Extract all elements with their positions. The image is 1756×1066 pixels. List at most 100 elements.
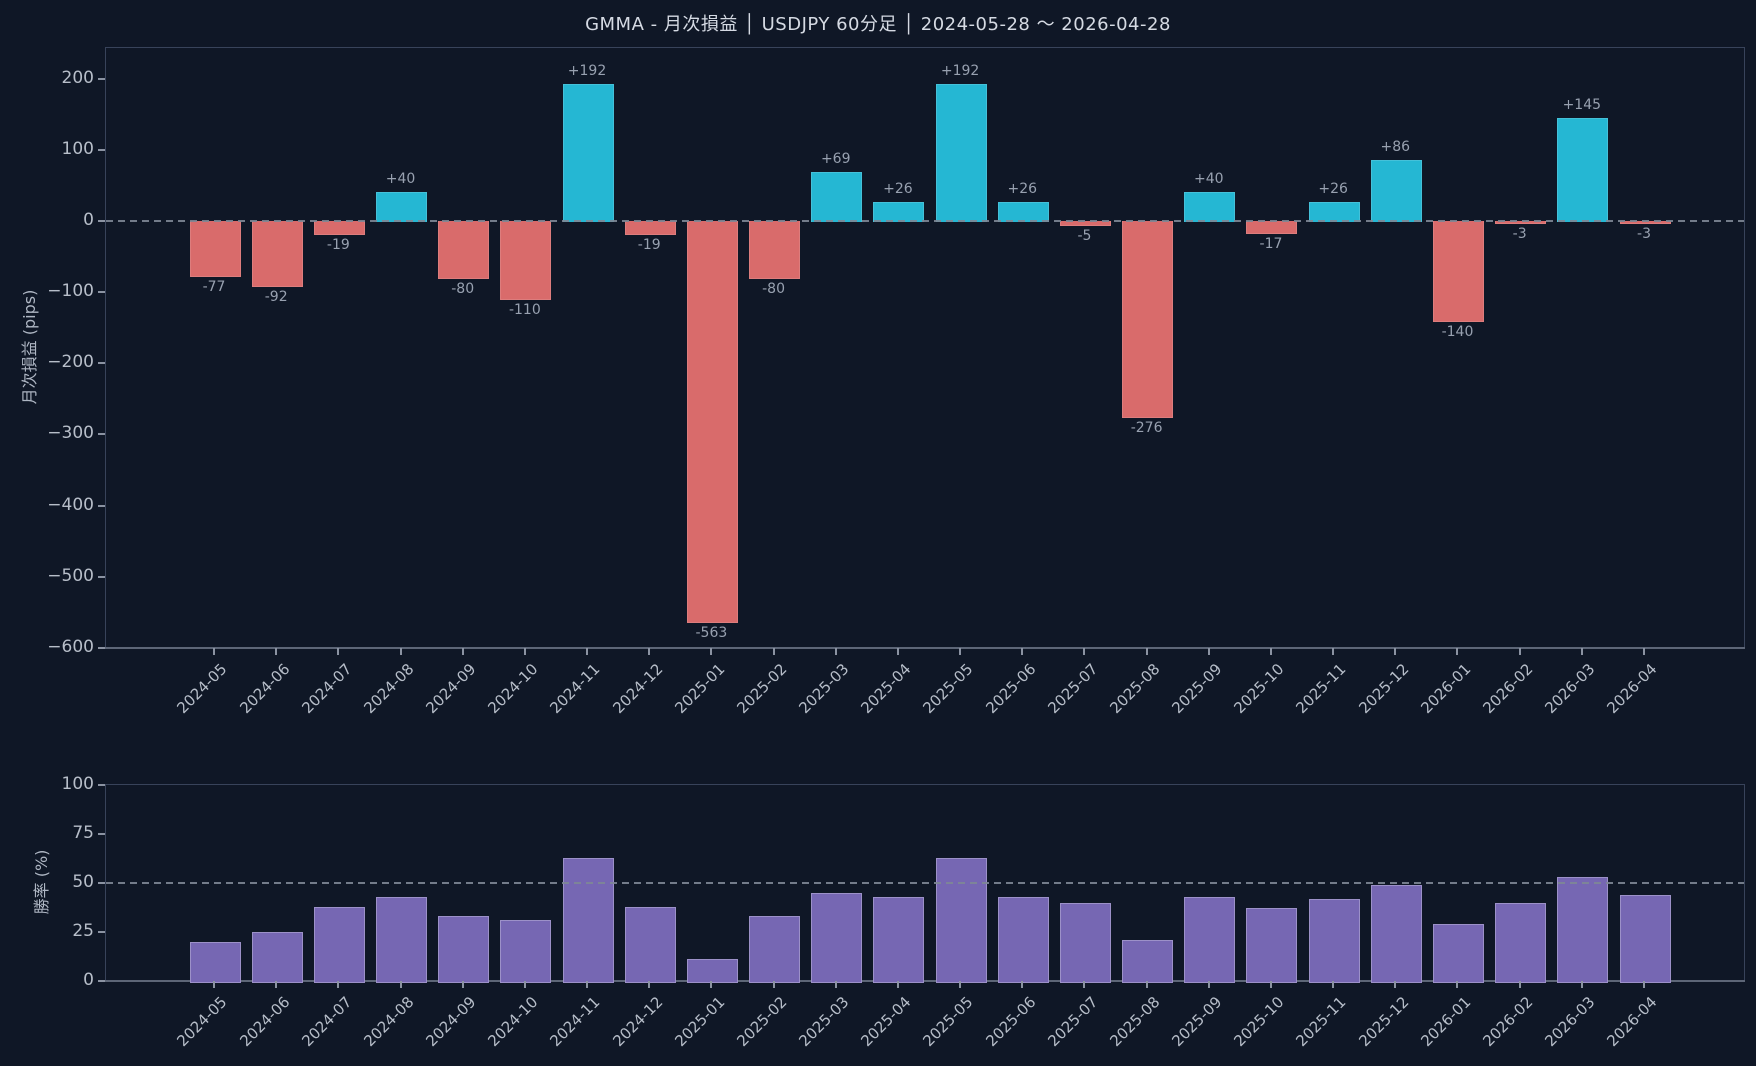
x-axis-tick-label: 2024-10 [484,660,542,718]
x-axis-tick-label: 2024-05 [173,993,231,1051]
x-axis-tick-label: 2024-06 [235,993,293,1051]
pnl-bar-2025-10 [1246,220,1298,235]
y-axis-tick-label: 50 [72,872,94,892]
x-axis-tick [586,648,589,655]
x-axis-tick-label: 2024-06 [235,660,293,718]
x-axis-tick [275,648,278,655]
winrate-bar-2024-11 [562,857,614,983]
winrate-bar-2025-07 [1059,902,1111,983]
bar-value-label: -17 [1259,236,1283,253]
pnl-y-axis-label: 月次損益 (pips) [20,289,39,405]
y-axis-tick [98,833,105,835]
winrate-bar-2025-03 [811,892,863,983]
bar-value-label: -276 [1130,420,1163,437]
pnl-bar-2025-07 [1059,220,1111,226]
x-axis-tick-label: 2025-05 [919,660,977,718]
bar-value-label: +145 [1562,96,1602,113]
zero-line [106,219,1744,222]
y-axis-tick [98,291,105,294]
winrate-bar-2024-07 [313,906,365,983]
y-axis-tick [98,148,105,151]
winrate-bar-2024-10 [500,920,552,983]
bar-value-label: +192 [940,63,980,80]
x-axis-tick-label: 2024-09 [422,660,480,718]
pnl-bar-2026-02 [1495,220,1547,225]
x-axis-tick-label: 2026-01 [1417,993,1475,1051]
bar-value-label: -19 [326,237,350,254]
x-axis-tick [523,648,526,655]
pnl-bar-2024-12 [624,220,676,236]
x-axis-tick-label: 2024-12 [608,660,666,718]
x-axis-tick [896,981,899,988]
x-axis-tick [1145,981,1148,988]
x-axis-tick-label: 2024-10 [484,993,542,1051]
x-axis-tick [461,648,464,655]
pnl-bar-2025-05 [935,84,987,222]
pnl-bar-2025-09 [1184,192,1236,222]
x-axis-tick-label: 2025-07 [1044,993,1102,1051]
y-axis-tick-label: −400 [47,494,94,515]
y-axis-tick-label: 100 [61,138,94,159]
winrate-bar-2024-12 [624,906,676,983]
bar-value-label: +86 [1380,138,1411,155]
bar-value-label: +192 [567,63,607,80]
x-axis-tick-label: 2026-02 [1479,993,1537,1051]
y-axis-tick [98,219,105,222]
winrate-bar-2025-08 [1122,939,1174,983]
bar-value-label: +26 [883,181,913,198]
winrate-bar-2025-09 [1184,896,1236,983]
pnl-bar-2025-01 [686,220,738,623]
bar-value-label: +40 [385,171,416,188]
winrate-bar-2025-04 [873,896,925,983]
x-axis-tick-label: 2026-04 [1603,993,1661,1051]
x-axis-tick-label: 2025-04 [857,660,915,718]
pnl-bar-2024-06 [251,220,303,288]
winrate-bar-2026-01 [1432,924,1484,983]
x-axis-tick [648,981,651,988]
x-axis-tick [710,981,713,988]
x-axis-line [105,647,1745,649]
bar-value-label: +26 [1007,181,1038,198]
y-axis-tick-label: 25 [72,921,94,941]
x-axis-tick [1083,648,1086,655]
bar-value-label: +40 [1194,171,1224,188]
x-axis-tick-label: 2024-09 [422,993,480,1051]
bar-value-label: -19 [637,237,661,254]
winrate-bar-2025-10 [1246,908,1298,983]
x-axis-tick-label: 2026-04 [1603,660,1661,718]
x-axis-tick-label: 2024-08 [360,660,418,718]
x-axis-tick [772,981,775,988]
x-axis-tick-label: 2025-06 [981,993,1039,1051]
pnl-bar-2024-11 [562,84,614,222]
chart-title: GMMA - 月次損益 │ USDJPY 60分足 │ 2024-05-28 〜… [585,14,1171,35]
y-axis-tick-label: −600 [47,637,94,657]
x-axis-tick [1394,648,1397,655]
pnl-bar-2025-02 [749,220,801,279]
x-axis-tick [1083,981,1086,988]
x-axis-tick [337,981,340,988]
y-axis-tick [98,504,105,507]
x-axis-line [105,980,1745,982]
x-axis-tick-label: 2024-11 [546,993,604,1051]
winrate-bar-2026-04 [1619,894,1671,983]
winrate-bar-2025-06 [997,896,1049,983]
pnl-bar-2025-06 [997,202,1049,222]
x-axis-tick [710,648,713,655]
x-axis-tick-label: 2025-11 [1292,660,1350,718]
pnl-bar-2026-03 [1557,117,1609,222]
winrate-bar-2026-03 [1557,877,1609,983]
bar-value-label: -3 [1512,226,1527,243]
x-axis-tick [959,648,962,655]
bar-value-label: -3 [1637,226,1651,243]
pnl-bar-2025-11 [1308,202,1360,222]
winrate-bar-2025-12 [1370,884,1422,983]
winrate-bar-2024-09 [438,916,490,983]
y-axis-tick [98,980,105,982]
bar-value-label: -140 [1441,323,1474,340]
x-axis-tick-label: 2025-11 [1292,993,1350,1051]
x-axis-tick [1518,648,1521,655]
x-axis-tick [1021,981,1024,988]
winrate-bar-2025-11 [1308,898,1360,983]
x-axis-tick [213,981,215,988]
